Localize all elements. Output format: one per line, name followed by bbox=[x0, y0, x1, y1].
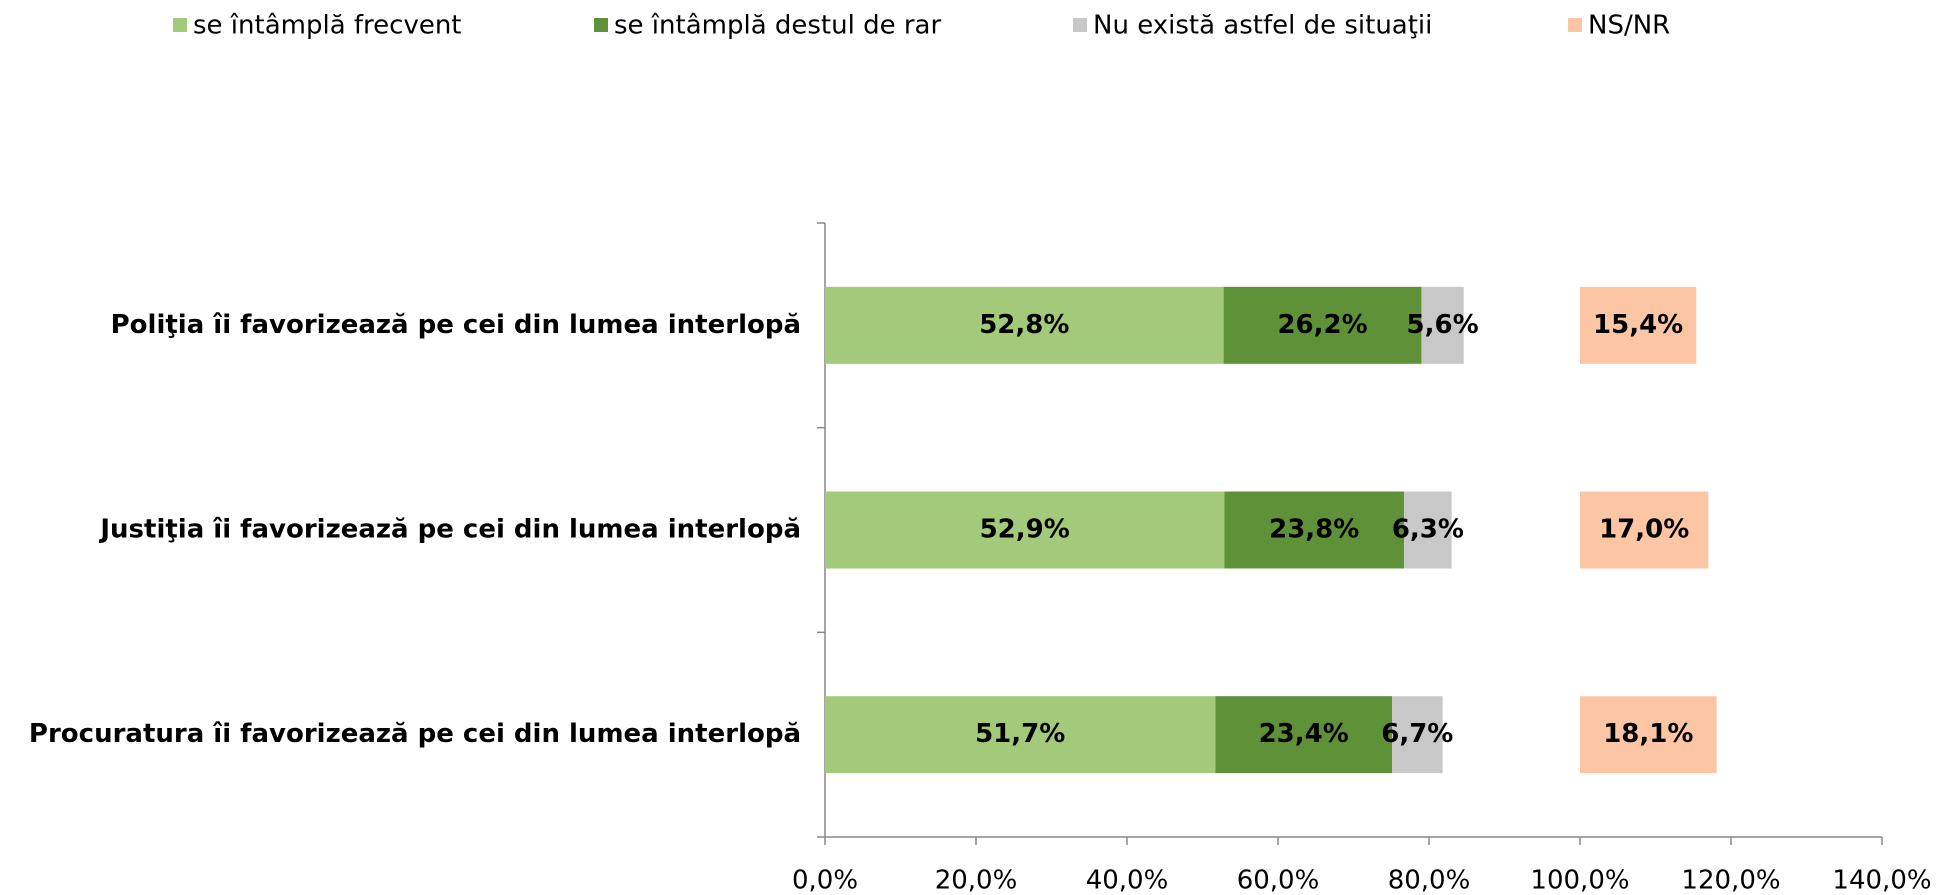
value-label: 18,1% bbox=[1603, 719, 1693, 749]
bar-segment bbox=[825, 491, 1225, 569]
value-label: 5,6% bbox=[1407, 310, 1479, 340]
x-tick-label: 100,0% bbox=[1530, 866, 1629, 895]
x-tick-label: 0,0% bbox=[792, 866, 858, 895]
bar-segment bbox=[1580, 696, 1717, 774]
x-tick-label: 120,0% bbox=[1681, 866, 1780, 895]
bar-segment bbox=[825, 286, 1224, 364]
x-tick-label: 140,0% bbox=[1832, 866, 1931, 895]
value-label: 26,2% bbox=[1277, 310, 1367, 340]
category-label bold: Justiţia îi favorizează pe cei din lumea… bbox=[98, 515, 801, 545]
legend-swatch bbox=[1568, 18, 1582, 32]
bar-segment bbox=[1224, 491, 1405, 569]
bar-segment bbox=[1223, 286, 1422, 364]
value-label: 15,4% bbox=[1593, 310, 1683, 340]
value-label: 23,8% bbox=[1269, 515, 1359, 545]
category-label bold: Procuratura îi favorizează pe cei din lu… bbox=[29, 719, 801, 749]
value-label: 52,9% bbox=[980, 515, 1070, 545]
legend-label: se întâmplă destul de rar bbox=[614, 11, 941, 41]
value-label: 23,4% bbox=[1259, 719, 1349, 749]
value-label: 17,0% bbox=[1599, 515, 1689, 545]
x-tick-label: 40,0% bbox=[1086, 866, 1169, 895]
value-label: 52,8% bbox=[979, 310, 1069, 340]
x-tick-label: 80,0% bbox=[1388, 866, 1471, 895]
bar-segment bbox=[1421, 286, 1464, 364]
value-label: 6,3% bbox=[1392, 515, 1464, 545]
bar-segment bbox=[1580, 491, 1709, 569]
legend-swatch bbox=[1073, 18, 1087, 32]
legend-label: NS/NR bbox=[1588, 11, 1670, 41]
legend-label: Nu există astfel de situaţii bbox=[1093, 11, 1432, 41]
bar-segment bbox=[825, 696, 1216, 774]
legend-swatch bbox=[594, 18, 608, 32]
bar-segment bbox=[1392, 696, 1443, 774]
legend-label: se întâmplă frecvent bbox=[193, 11, 462, 41]
value-label: 6,7% bbox=[1381, 719, 1453, 749]
bar-segment bbox=[1404, 491, 1452, 569]
x-tick-label: 60,0% bbox=[1237, 866, 1320, 895]
legend-swatch bbox=[173, 18, 187, 32]
value-label: 51,7% bbox=[975, 719, 1065, 749]
category-label bold: Poliţia îi favorizează pe cei din lumea … bbox=[111, 310, 801, 340]
bar-segment bbox=[1215, 696, 1393, 774]
x-tick-label: 20,0% bbox=[935, 866, 1018, 895]
bar-segment bbox=[1580, 286, 1697, 364]
